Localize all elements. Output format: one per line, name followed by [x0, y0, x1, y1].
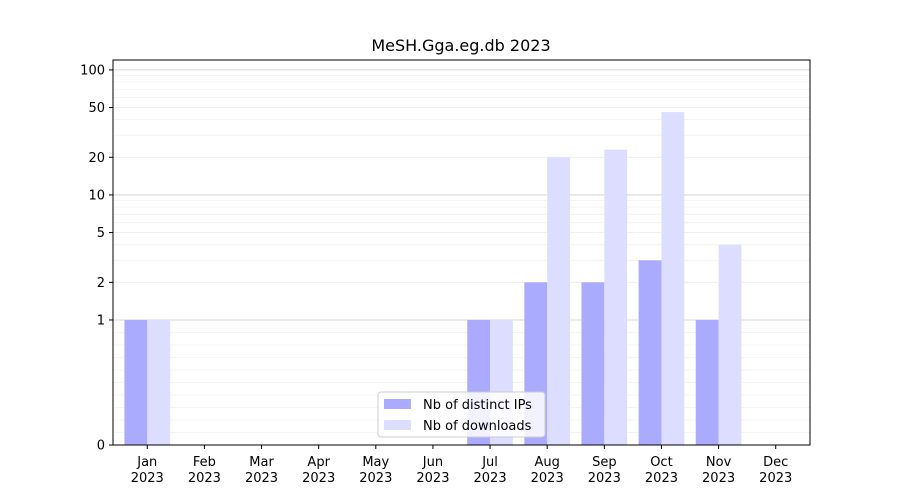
legend-swatch	[384, 399, 411, 409]
bar	[604, 149, 628, 446]
x-tick-label: Dec 2023	[759, 455, 792, 486]
legend-label: Nb of downloads	[423, 419, 532, 434]
axis-layer: 0 1 2 5 10 20 50 100 Jan 2023 Feb 2023 Mar 2023 Apr 202…	[80, 63, 792, 486]
x-tick-label: Mar 2023	[245, 455, 278, 486]
y-tick-label: 20	[88, 151, 105, 166]
y-tick-label: 2	[97, 276, 105, 291]
legend: Nb of distinct IPs Nb of downloads	[377, 391, 546, 438]
bar-layer	[124, 112, 742, 446]
x-tick-label: Sep 2023	[588, 455, 621, 486]
bar	[638, 260, 662, 445]
x-tick-label: Apr 2023	[302, 455, 335, 486]
plot-frame	[112, 59, 811, 446]
x-tick-label: Feb 2023	[188, 455, 221, 486]
y-tick-label: 10	[88, 188, 105, 203]
x-tick-label: Jan 2023	[131, 455, 164, 486]
x-tick-label: Nov 2023	[702, 455, 735, 486]
legend-swatch	[384, 420, 411, 430]
y-tick-label: 0	[97, 439, 105, 454]
y-tick-label: 1	[97, 313, 105, 328]
bar	[124, 319, 148, 445]
y-tick-label: 50	[88, 101, 105, 116]
legend-box	[377, 391, 546, 438]
x-tick-label: Aug 2023	[531, 455, 564, 486]
bar	[695, 319, 719, 445]
y-tick-label: 100	[80, 63, 105, 78]
x-tick-label: Oct 2023	[645, 455, 678, 486]
bar	[547, 157, 571, 445]
grid-layer	[113, 69, 810, 446]
y-tick-label: 5	[97, 226, 105, 241]
bar	[581, 282, 605, 445]
x-tick-label: Jul 2023	[474, 455, 507, 486]
x-tick-label: May 2023	[359, 455, 392, 486]
legend-label: Nb of distinct IPs	[423, 398, 532, 413]
bar	[661, 112, 685, 445]
bar	[147, 319, 171, 445]
x-tick-label: Jun 2023	[416, 455, 449, 486]
chart-title: MeSH.Gga.eg.db 2023	[371, 36, 550, 55]
bar	[718, 244, 742, 445]
